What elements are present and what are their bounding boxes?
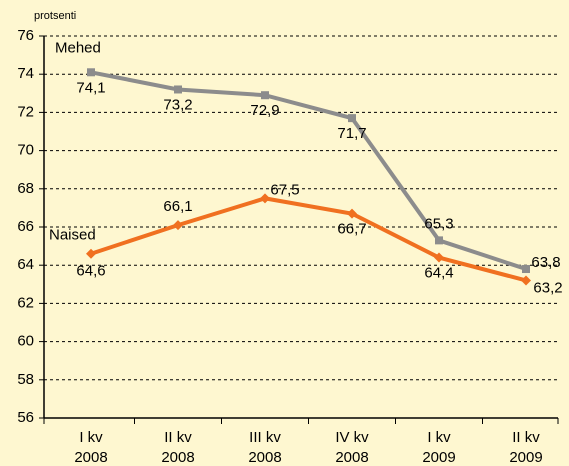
series-line [90, 70, 527, 271]
marker [173, 220, 183, 231]
marker [86, 248, 96, 259]
marker [87, 68, 95, 77]
data-label: 64,4 [424, 265, 453, 282]
x-tick-label: II kv [512, 429, 540, 446]
data-label: 65,3 [424, 215, 453, 232]
data-label: 63,2 [533, 279, 562, 296]
data-label: 64,6 [76, 263, 105, 280]
y-tick-label: 64 [17, 256, 34, 273]
x-tick-label: I kv [79, 429, 103, 446]
x-tick-label: III kv [249, 429, 281, 446]
x-tick-label: I kv [427, 429, 451, 446]
x-tick-label: 2008 [161, 449, 194, 466]
y-tick-label: 62 [17, 294, 34, 311]
y-tick-label: 76 [17, 27, 34, 44]
y-tick-label: 56 [17, 409, 34, 426]
x-tick-label: IV kv [335, 429, 369, 446]
data-label: 66,1 [163, 198, 192, 215]
data-label: 67,5 [270, 181, 299, 198]
y-tick-label: 68 [17, 180, 34, 197]
y-tick-label: 74 [17, 65, 34, 82]
marker [260, 193, 270, 204]
data-label: 66,7 [337, 221, 366, 238]
data-label: 63,8 [531, 254, 560, 271]
series-name: Mehed [55, 39, 101, 56]
x-tick-label: 2008 [248, 449, 281, 466]
data-label: 72,9 [250, 102, 279, 119]
data-label: 71,7 [337, 125, 366, 142]
data-label: 73,2 [163, 96, 192, 113]
marker [434, 252, 444, 263]
marker [347, 208, 357, 219]
marker [348, 114, 356, 123]
data-label: 74,1 [76, 79, 105, 96]
marker [174, 85, 182, 94]
x-tick-label: 2009 [422, 449, 455, 466]
y-axis-label: protsenti [34, 10, 76, 22]
y-tick-label: 70 [17, 142, 34, 159]
x-tick-label: II kv [164, 429, 192, 446]
x-tick-label: 2009 [509, 449, 542, 466]
y-tick-label: 72 [17, 103, 34, 120]
x-tick-label: 2008 [335, 449, 368, 466]
y-tick-label: 60 [17, 333, 34, 350]
series-line [90, 196, 527, 283]
marker [261, 91, 269, 100]
y-tick-label: 66 [17, 218, 34, 235]
marker [521, 275, 531, 286]
y-tick-label: 58 [17, 371, 34, 388]
series-name: Naised [49, 227, 96, 244]
marker [435, 236, 443, 245]
x-tick-label: 2008 [74, 449, 107, 466]
marker [522, 265, 530, 274]
